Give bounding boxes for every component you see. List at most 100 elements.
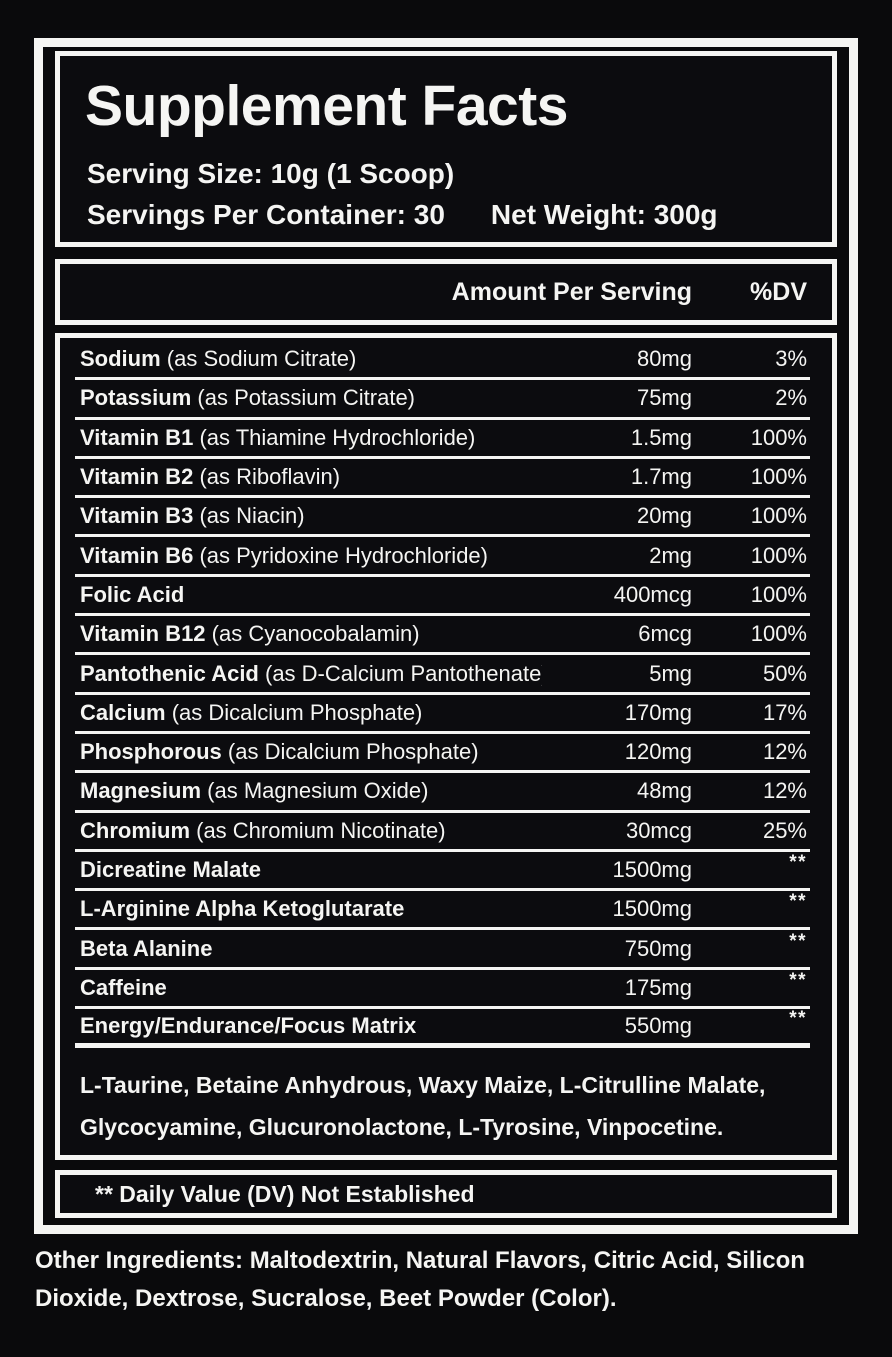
nutrient-name: Vitamin B3 bbox=[80, 504, 194, 529]
nutrient-name-cell: Phosphorous (as Dicalcium Phosphate) bbox=[80, 740, 542, 764]
nutrient-dv: ** bbox=[789, 930, 807, 952]
nutrient-amount: 48mg bbox=[636, 778, 692, 804]
dv-footnote-text: ** Daily Value (DV) Not Established bbox=[95, 1180, 475, 1207]
nutrient-dv: 25% bbox=[762, 817, 807, 843]
table-row: Dicreatine Malate 1500mg ** bbox=[75, 852, 810, 892]
nutrient-name: Magnesium bbox=[80, 779, 202, 804]
nutrient-name: Chromium bbox=[80, 818, 190, 843]
table-row: Vitamin B2 (as Riboflavin) 1.7mg 100% bbox=[75, 459, 810, 499]
table-row: Vitamin B1 (as Thiamine Hydrochloride) 1… bbox=[75, 420, 810, 459]
nutrient-name: Potassium bbox=[80, 386, 192, 411]
nutrient-dv: 100% bbox=[750, 581, 807, 607]
net-weight-text: Net Weight: 300g bbox=[490, 199, 718, 230]
column-header-section: Amount Per Serving %DV bbox=[55, 259, 837, 325]
nutrient-rows: Sodium (as Sodium Citrate) 80mg 3% Potas… bbox=[75, 341, 810, 1049]
nutrient-source: (as Thiamine Hydrochloride) bbox=[199, 425, 476, 450]
nutrient-name: Sodium bbox=[80, 347, 161, 372]
nutrient-dv: ** bbox=[789, 852, 807, 873]
table-row: Vitamin B6 (as Pyridoxine Hydrochloride)… bbox=[75, 537, 810, 577]
nutrient-amount: 1500mg bbox=[612, 857, 692, 882]
nutrient-amount: 5mg bbox=[649, 660, 692, 686]
nutrient-amount: 6mcg bbox=[638, 621, 692, 647]
matrix-ingredients-text: L-Taurine, Betaine Anhydrous, Waxy Maize… bbox=[80, 1072, 766, 1141]
nutrient-source: (as Potassium Citrate) bbox=[197, 386, 416, 411]
nutrient-name-cell: Potassium (as Potassium Citrate) bbox=[80, 386, 542, 410]
table-row: Energy/Endurance/Focus Matrix 550mg ** bbox=[75, 1008, 810, 1049]
nutrient-name-cell: Vitamin B2 (as Riboflavin) bbox=[80, 465, 542, 489]
nutrient-amount: 550mg bbox=[624, 1013, 692, 1039]
table-row: Magnesium (as Magnesium Oxide) 48mg 12% bbox=[75, 773, 810, 813]
nutrient-name-cell: Vitamin B12 (as Cyanocobalamin) bbox=[80, 622, 542, 646]
nutrient-dv: ** bbox=[789, 969, 807, 991]
other-ingredients-text: Other Ingredients: Maltodextrin, Natural… bbox=[35, 1247, 805, 1312]
table-row: Caffeine 175mg ** bbox=[75, 969, 810, 1010]
nutrients-section: Sodium (as Sodium Citrate) 80mg 3% Potas… bbox=[55, 333, 837, 1160]
serving-meta-row: Servings Per Container: 30 Net Weight: 3… bbox=[87, 199, 832, 231]
nutrient-amount: 1.7mg bbox=[630, 464, 692, 490]
nutrient-dv: 100% bbox=[750, 464, 807, 490]
nutrient-source: (as Dicalcium Phosphate) bbox=[227, 740, 479, 765]
nutrient-name: Pantothenic Acid bbox=[80, 661, 259, 686]
nutrient-name: L-Arginine Alpha Ketoglutarate bbox=[80, 897, 405, 922]
nutrient-name-cell: Vitamin B3 (as Niacin) bbox=[80, 504, 542, 528]
nutrient-name-cell: Magnesium (as Magnesium Oxide) bbox=[80, 779, 542, 803]
nutrient-amount: 1500mg bbox=[612, 896, 692, 922]
nutrient-name-cell: Dicreatine Malate bbox=[80, 858, 542, 882]
nutrient-name-cell: Vitamin B6 (as Pyridoxine Hydrochloride) bbox=[80, 544, 542, 568]
table-row: Pantothenic Acid (as D-Calcium Pantothen… bbox=[75, 655, 810, 695]
nutrient-amount: 80mg bbox=[636, 346, 692, 372]
nutrient-dv: 3% bbox=[775, 346, 807, 372]
nutrient-name: Folic Acid bbox=[80, 582, 185, 607]
nutrient-amount: 30mcg bbox=[625, 817, 692, 843]
nutrient-source: (as D-Calcium Pantothenate) bbox=[265, 661, 542, 686]
table-row: Vitamin B12 (as Cyanocobalamin) 6mcg 100… bbox=[75, 616, 810, 656]
nutrient-name-cell: Chromium (as Chromium Nicotinate) bbox=[80, 819, 542, 843]
nutrient-name: Caffeine bbox=[80, 975, 167, 1000]
nutrient-amount: 1.5mg bbox=[630, 424, 692, 450]
nutrient-dv: 100% bbox=[750, 621, 807, 647]
nutrient-name: Beta Alanine bbox=[80, 936, 213, 961]
nutrient-dv: 100% bbox=[750, 424, 807, 450]
amount-per-serving-header: Amount Per Serving bbox=[451, 277, 692, 306]
nutrient-name-cell: L-Arginine Alpha Ketoglutarate bbox=[80, 897, 542, 921]
nutrient-name: Vitamin B2 bbox=[80, 465, 194, 490]
nutrient-name: Calcium bbox=[80, 700, 166, 725]
nutrient-source: (as Pyridoxine Hydrochloride) bbox=[199, 543, 488, 568]
nutrient-source: (as Riboflavin) bbox=[199, 465, 341, 490]
nutrient-source: (as Magnesium Oxide) bbox=[207, 779, 429, 804]
serving-size-text: Serving Size: 10g (1 Scoop) bbox=[87, 158, 455, 189]
table-row: Chromium (as Chromium Nicotinate) 30mcg … bbox=[75, 813, 810, 852]
table-row: Sodium (as Sodium Citrate) 80mg 3% bbox=[75, 341, 810, 381]
nutrient-amount: 170mg bbox=[624, 699, 692, 725]
table-row: Potassium (as Potassium Citrate) 75mg 2% bbox=[75, 380, 810, 420]
nutrient-dv: 12% bbox=[762, 778, 807, 804]
table-row: Vitamin B3 (as Niacin) 20mg 100% bbox=[75, 498, 810, 538]
nutrient-name-cell: Caffeine bbox=[80, 976, 542, 1000]
nutrient-name: Phosphorous bbox=[80, 740, 222, 765]
nutrient-name: Vitamin B12 bbox=[80, 622, 206, 647]
nutrient-name: Dicreatine Malate bbox=[80, 858, 261, 882]
table-row: Beta Alanine 750mg ** bbox=[75, 930, 810, 970]
nutrient-name-cell: Calcium (as Dicalcium Phosphate) bbox=[80, 701, 542, 725]
nutrient-source: (as Cyanocobalamin) bbox=[211, 622, 420, 647]
nutrient-name-cell: Vitamin B1 (as Thiamine Hydrochloride) bbox=[80, 426, 542, 450]
nutrient-dv: 100% bbox=[750, 503, 807, 529]
nutrient-name: Energy/Endurance/Focus Matrix bbox=[80, 1014, 417, 1039]
table-row: Calcium (as Dicalcium Phosphate) 170mg 1… bbox=[75, 695, 810, 734]
nutrient-name: Vitamin B1 bbox=[80, 425, 194, 450]
nutrient-amount: 75mg bbox=[636, 385, 692, 411]
nutrient-amount: 120mg bbox=[624, 739, 692, 765]
nutrient-dv: 2% bbox=[775, 385, 807, 411]
nutrient-name: Vitamin B6 bbox=[80, 543, 194, 568]
title-section: Supplement Facts Serving Size: 10g (1 Sc… bbox=[55, 51, 837, 247]
nutrient-dv: 12% bbox=[762, 739, 807, 765]
table-row: Folic Acid 400mcg 100% bbox=[75, 577, 810, 617]
nutrient-source: (as Sodium Citrate) bbox=[166, 347, 357, 372]
footnote-section: ** Daily Value (DV) Not Established bbox=[55, 1170, 837, 1218]
nutrient-amount: 175mg bbox=[624, 974, 692, 1000]
nutrient-source: (as Dicalcium Phosphate) bbox=[171, 700, 423, 725]
nutrient-name-cell: Beta Alanine bbox=[80, 937, 542, 961]
nutrient-amount: 20mg bbox=[636, 503, 692, 529]
table-row: L-Arginine Alpha Ketoglutarate 1500mg ** bbox=[75, 891, 810, 931]
